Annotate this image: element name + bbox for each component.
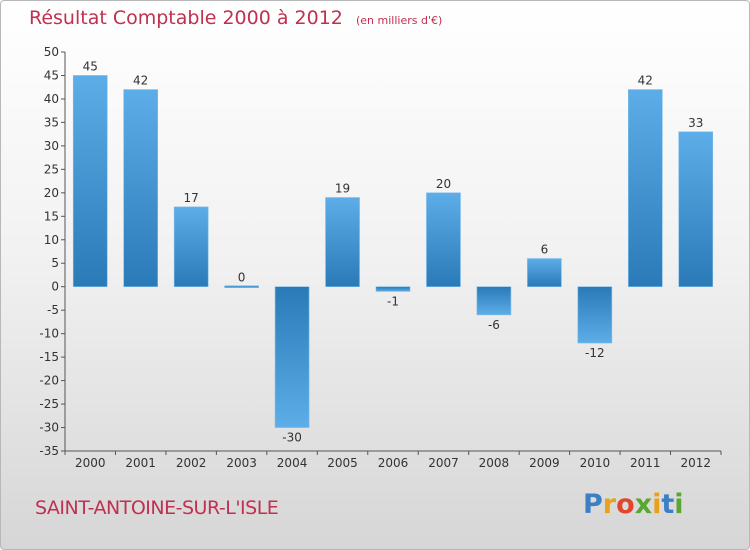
x-tick-label: 2008 xyxy=(479,456,510,470)
y-tick-label: -15 xyxy=(39,350,59,364)
data-label-2010: -12 xyxy=(585,346,605,360)
bar-2007 xyxy=(426,192,461,288)
commune-name: SAINT-ANTOINE-SUR-L'ISLE xyxy=(35,497,279,519)
chart-title: Résultat Comptable 2000 à 2012 xyxy=(29,7,343,29)
logo-letter: t xyxy=(661,489,675,520)
logo-letter: i xyxy=(674,489,684,520)
bar-2010 xyxy=(577,286,613,344)
y-tick-label: -5 xyxy=(47,303,59,317)
logo-letter: P xyxy=(583,489,603,520)
bar-2001 xyxy=(123,89,158,288)
x-tick-label: 2000 xyxy=(75,456,106,470)
bar-2006 xyxy=(375,286,411,292)
y-tick-label: -35 xyxy=(39,444,59,458)
bar-2003 xyxy=(224,285,259,289)
y-tick-label: 10 xyxy=(44,233,59,247)
x-tick-label: 2006 xyxy=(378,456,409,470)
bars xyxy=(72,75,714,428)
x-tick-label: 2011 xyxy=(630,456,661,470)
proxiti-logo[interactable]: Proxiti xyxy=(583,489,684,520)
y-tick-label: 15 xyxy=(44,209,59,223)
x-tick-label: 2007 xyxy=(428,456,459,470)
bar-2008 xyxy=(476,286,512,316)
x-tick-label: 2009 xyxy=(529,456,560,470)
logo-letter: o xyxy=(616,489,635,520)
data-label-2002: 17 xyxy=(184,191,199,205)
data-label-2004: -30 xyxy=(282,431,302,445)
bar-2009 xyxy=(527,258,562,288)
data-label-2007: 20 xyxy=(436,177,451,191)
y-tick-label: 40 xyxy=(44,92,59,106)
data-label-2009: 6 xyxy=(541,243,549,257)
x-tick-label: 2004 xyxy=(277,456,308,470)
logo-letter: x xyxy=(634,489,653,520)
x-tick-label: 2010 xyxy=(580,456,611,470)
data-label-2001: 42 xyxy=(133,74,148,88)
y-tick-label: 0 xyxy=(51,280,59,294)
bar-2012 xyxy=(678,131,714,288)
chart-title-block: Résultat Comptable 2000 à 2012 (en milli… xyxy=(29,7,442,29)
data-label-2008: -6 xyxy=(488,318,500,332)
y-tick-label: 5 xyxy=(51,256,59,270)
bar-2011 xyxy=(628,89,663,288)
y-tick-label: -20 xyxy=(39,374,59,388)
data-labels: 45 42 17 0 -30 19 -1 20 -6 6 -12 42 33 xyxy=(83,59,704,444)
logo-letter: r xyxy=(602,489,617,520)
y-tick-label: 25 xyxy=(44,162,59,176)
y-tick-label: 35 xyxy=(44,115,59,129)
logo-letter: i xyxy=(652,489,662,520)
y-tick-label: 45 xyxy=(44,68,59,82)
x-tick-label: 2003 xyxy=(226,456,257,470)
x-tick-label: 2002 xyxy=(176,456,207,470)
bar-2002 xyxy=(173,206,209,288)
bar-2005 xyxy=(325,197,360,288)
data-label-2005: 19 xyxy=(335,182,350,196)
x-tick-label: 2012 xyxy=(680,456,711,470)
data-label-2011: 42 xyxy=(638,74,653,88)
y-tick-label: -30 xyxy=(39,421,59,435)
data-label-2012: 33 xyxy=(688,116,703,130)
chart-subtitle: (en milliers d'€) xyxy=(355,14,443,27)
bar-2000 xyxy=(72,75,108,288)
y-tick-label: 50 xyxy=(44,45,59,59)
bar-2004 xyxy=(274,286,310,428)
x-axis: 2000 2001 2002 2003 2004 2005 2006 2007 2008 2009… xyxy=(64,450,722,470)
y-tick-label: 30 xyxy=(44,139,59,153)
x-tick-label: 2001 xyxy=(125,456,156,470)
data-label-2006: -1 xyxy=(387,294,399,308)
y-tick-label: -25 xyxy=(39,397,59,411)
y-tick-label: -10 xyxy=(39,327,59,341)
x-tick-label: 2005 xyxy=(327,456,358,470)
data-label-2003: 0 xyxy=(238,271,246,285)
data-label-2000: 45 xyxy=(83,59,98,73)
y-tick-label: 20 xyxy=(44,186,59,200)
